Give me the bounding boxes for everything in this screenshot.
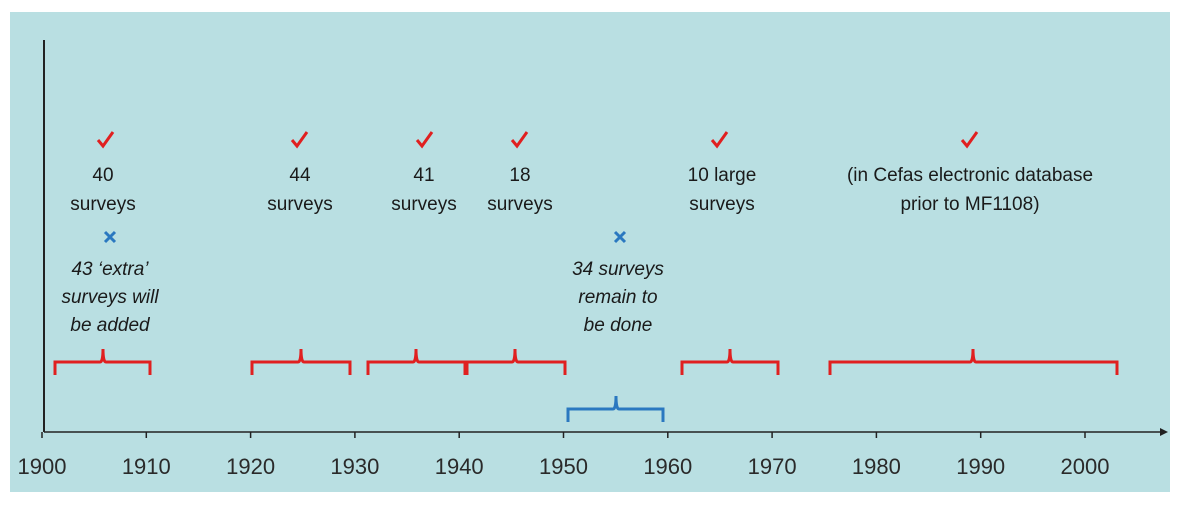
bracket [680, 348, 780, 375]
label: surveys [689, 194, 754, 215]
label: surveys [267, 194, 332, 215]
bracket [465, 348, 567, 375]
checkmark [96, 131, 115, 149]
cross [613, 230, 627, 244]
note: 43 ‘extra’ [71, 259, 149, 280]
crosses [103, 230, 627, 244]
tick-label: 1940 [435, 454, 484, 479]
bracket [366, 348, 467, 375]
tick-label: 1990 [956, 454, 1005, 479]
bracket [250, 348, 352, 375]
tick-label: 2000 [1061, 454, 1110, 479]
checkmark [510, 131, 529, 149]
tick-label: 1960 [643, 454, 692, 479]
note: 34 surveys [572, 259, 664, 280]
bracket [566, 395, 665, 422]
label: 10 large [688, 165, 757, 186]
checkmark [290, 131, 309, 149]
tick-label: 1950 [539, 454, 588, 479]
checkmark [415, 131, 434, 149]
label: 41 [413, 165, 434, 186]
tick-label: 1930 [330, 454, 379, 479]
label: surveys [391, 194, 456, 215]
tick-label: 1900 [18, 454, 67, 479]
label: (in Cefas electronic database [847, 165, 1093, 186]
tick-label: 1910 [122, 454, 171, 479]
tick-label: 1980 [852, 454, 901, 479]
note: be done [584, 315, 653, 336]
axis-arrow [1160, 428, 1168, 436]
label: prior to MF1108) [900, 194, 1039, 215]
axis-ticks: 1900 1910 1920 1930 1940 1950 1960 1970 1980 1990… [18, 432, 1110, 479]
tick-label: 1920 [226, 454, 275, 479]
background [10, 12, 1170, 492]
label: surveys [487, 194, 552, 215]
label: 18 [509, 165, 530, 186]
label: surveys [70, 194, 135, 215]
cross [103, 230, 117, 244]
bracket [828, 348, 1119, 375]
checkmarks [96, 131, 979, 149]
checkmark [960, 131, 979, 149]
note: be added [70, 315, 151, 336]
checkmark [710, 131, 729, 149]
bracket [53, 348, 152, 375]
brackets [53, 348, 1119, 422]
note: remain to [578, 287, 657, 308]
label: 40 [92, 165, 113, 186]
note: surveys will [61, 287, 159, 308]
label: 44 [289, 165, 311, 186]
tick-label: 1970 [748, 454, 797, 479]
